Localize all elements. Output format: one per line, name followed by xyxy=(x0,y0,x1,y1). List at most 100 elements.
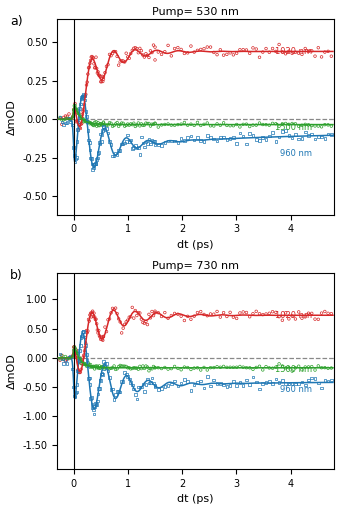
Point xyxy=(114,387,120,396)
Point xyxy=(127,313,132,321)
Point xyxy=(89,363,95,371)
Point xyxy=(101,333,106,341)
Point xyxy=(97,140,103,148)
Point xyxy=(151,120,156,128)
Point xyxy=(96,364,101,373)
Point xyxy=(78,112,83,121)
Point xyxy=(120,119,126,127)
Point xyxy=(130,121,135,129)
Point xyxy=(247,381,252,389)
Point xyxy=(90,404,95,412)
Point xyxy=(250,121,256,129)
Point xyxy=(143,317,149,326)
Point xyxy=(319,53,324,61)
Point xyxy=(224,121,229,129)
Point xyxy=(97,120,103,128)
Point xyxy=(102,120,108,128)
Point xyxy=(263,44,269,53)
Point xyxy=(159,121,164,129)
Point xyxy=(142,143,147,151)
Point xyxy=(74,346,79,354)
Point xyxy=(113,365,118,374)
Point xyxy=(71,106,76,114)
Point xyxy=(80,115,85,123)
Point xyxy=(146,367,152,375)
Point xyxy=(96,384,101,392)
Point xyxy=(98,377,103,385)
Point xyxy=(221,119,226,127)
Point xyxy=(90,307,95,315)
Point xyxy=(152,364,158,372)
Point xyxy=(159,50,164,58)
Point xyxy=(240,120,246,128)
Point xyxy=(80,360,86,368)
Point xyxy=(116,315,121,323)
Point xyxy=(312,122,318,130)
Point xyxy=(227,382,233,390)
Point xyxy=(97,332,102,340)
Point xyxy=(116,122,121,130)
Point xyxy=(137,122,143,130)
Point xyxy=(286,120,292,128)
Point xyxy=(299,314,305,322)
Point xyxy=(68,354,73,362)
Point xyxy=(247,123,252,131)
Point xyxy=(68,354,73,362)
Point xyxy=(82,347,87,355)
Point xyxy=(72,158,78,166)
Point xyxy=(117,58,123,66)
Point xyxy=(309,374,314,382)
Point xyxy=(188,120,194,128)
Point xyxy=(93,63,98,72)
Point xyxy=(110,50,115,58)
Point xyxy=(329,376,334,384)
Point xyxy=(152,382,158,390)
Point xyxy=(322,48,328,56)
Point xyxy=(100,370,105,379)
Point xyxy=(95,326,100,334)
Point xyxy=(130,364,135,373)
Point xyxy=(90,166,95,174)
Point xyxy=(105,60,111,68)
Point xyxy=(234,49,239,57)
Point xyxy=(122,362,128,370)
Point xyxy=(299,378,305,386)
Point xyxy=(80,114,86,123)
Point xyxy=(87,120,93,128)
Point xyxy=(290,312,295,320)
Point xyxy=(155,363,161,371)
Point xyxy=(95,363,101,371)
Point xyxy=(61,116,66,124)
Point xyxy=(125,316,131,324)
Point xyxy=(136,49,141,57)
Point xyxy=(114,365,120,373)
Point xyxy=(218,313,223,321)
Point xyxy=(84,112,89,121)
Point xyxy=(218,121,223,129)
Point xyxy=(76,359,81,367)
Point xyxy=(195,378,200,386)
Point xyxy=(78,359,84,367)
Point xyxy=(257,310,262,318)
Point xyxy=(91,410,97,418)
Point xyxy=(172,137,177,145)
Point xyxy=(267,121,272,129)
Point xyxy=(214,308,220,316)
Point xyxy=(168,312,174,320)
Point xyxy=(293,120,298,128)
Point xyxy=(319,123,324,131)
Point xyxy=(91,405,96,413)
Point xyxy=(89,154,94,162)
Point xyxy=(82,91,87,100)
Point xyxy=(276,313,282,321)
Point xyxy=(146,310,152,318)
Point xyxy=(329,122,334,130)
Point xyxy=(162,382,167,390)
Point xyxy=(75,126,80,134)
Point xyxy=(88,309,93,317)
Point xyxy=(85,362,90,370)
Point xyxy=(88,56,93,64)
Point xyxy=(257,119,262,127)
Point xyxy=(75,118,80,126)
Point xyxy=(87,361,92,369)
